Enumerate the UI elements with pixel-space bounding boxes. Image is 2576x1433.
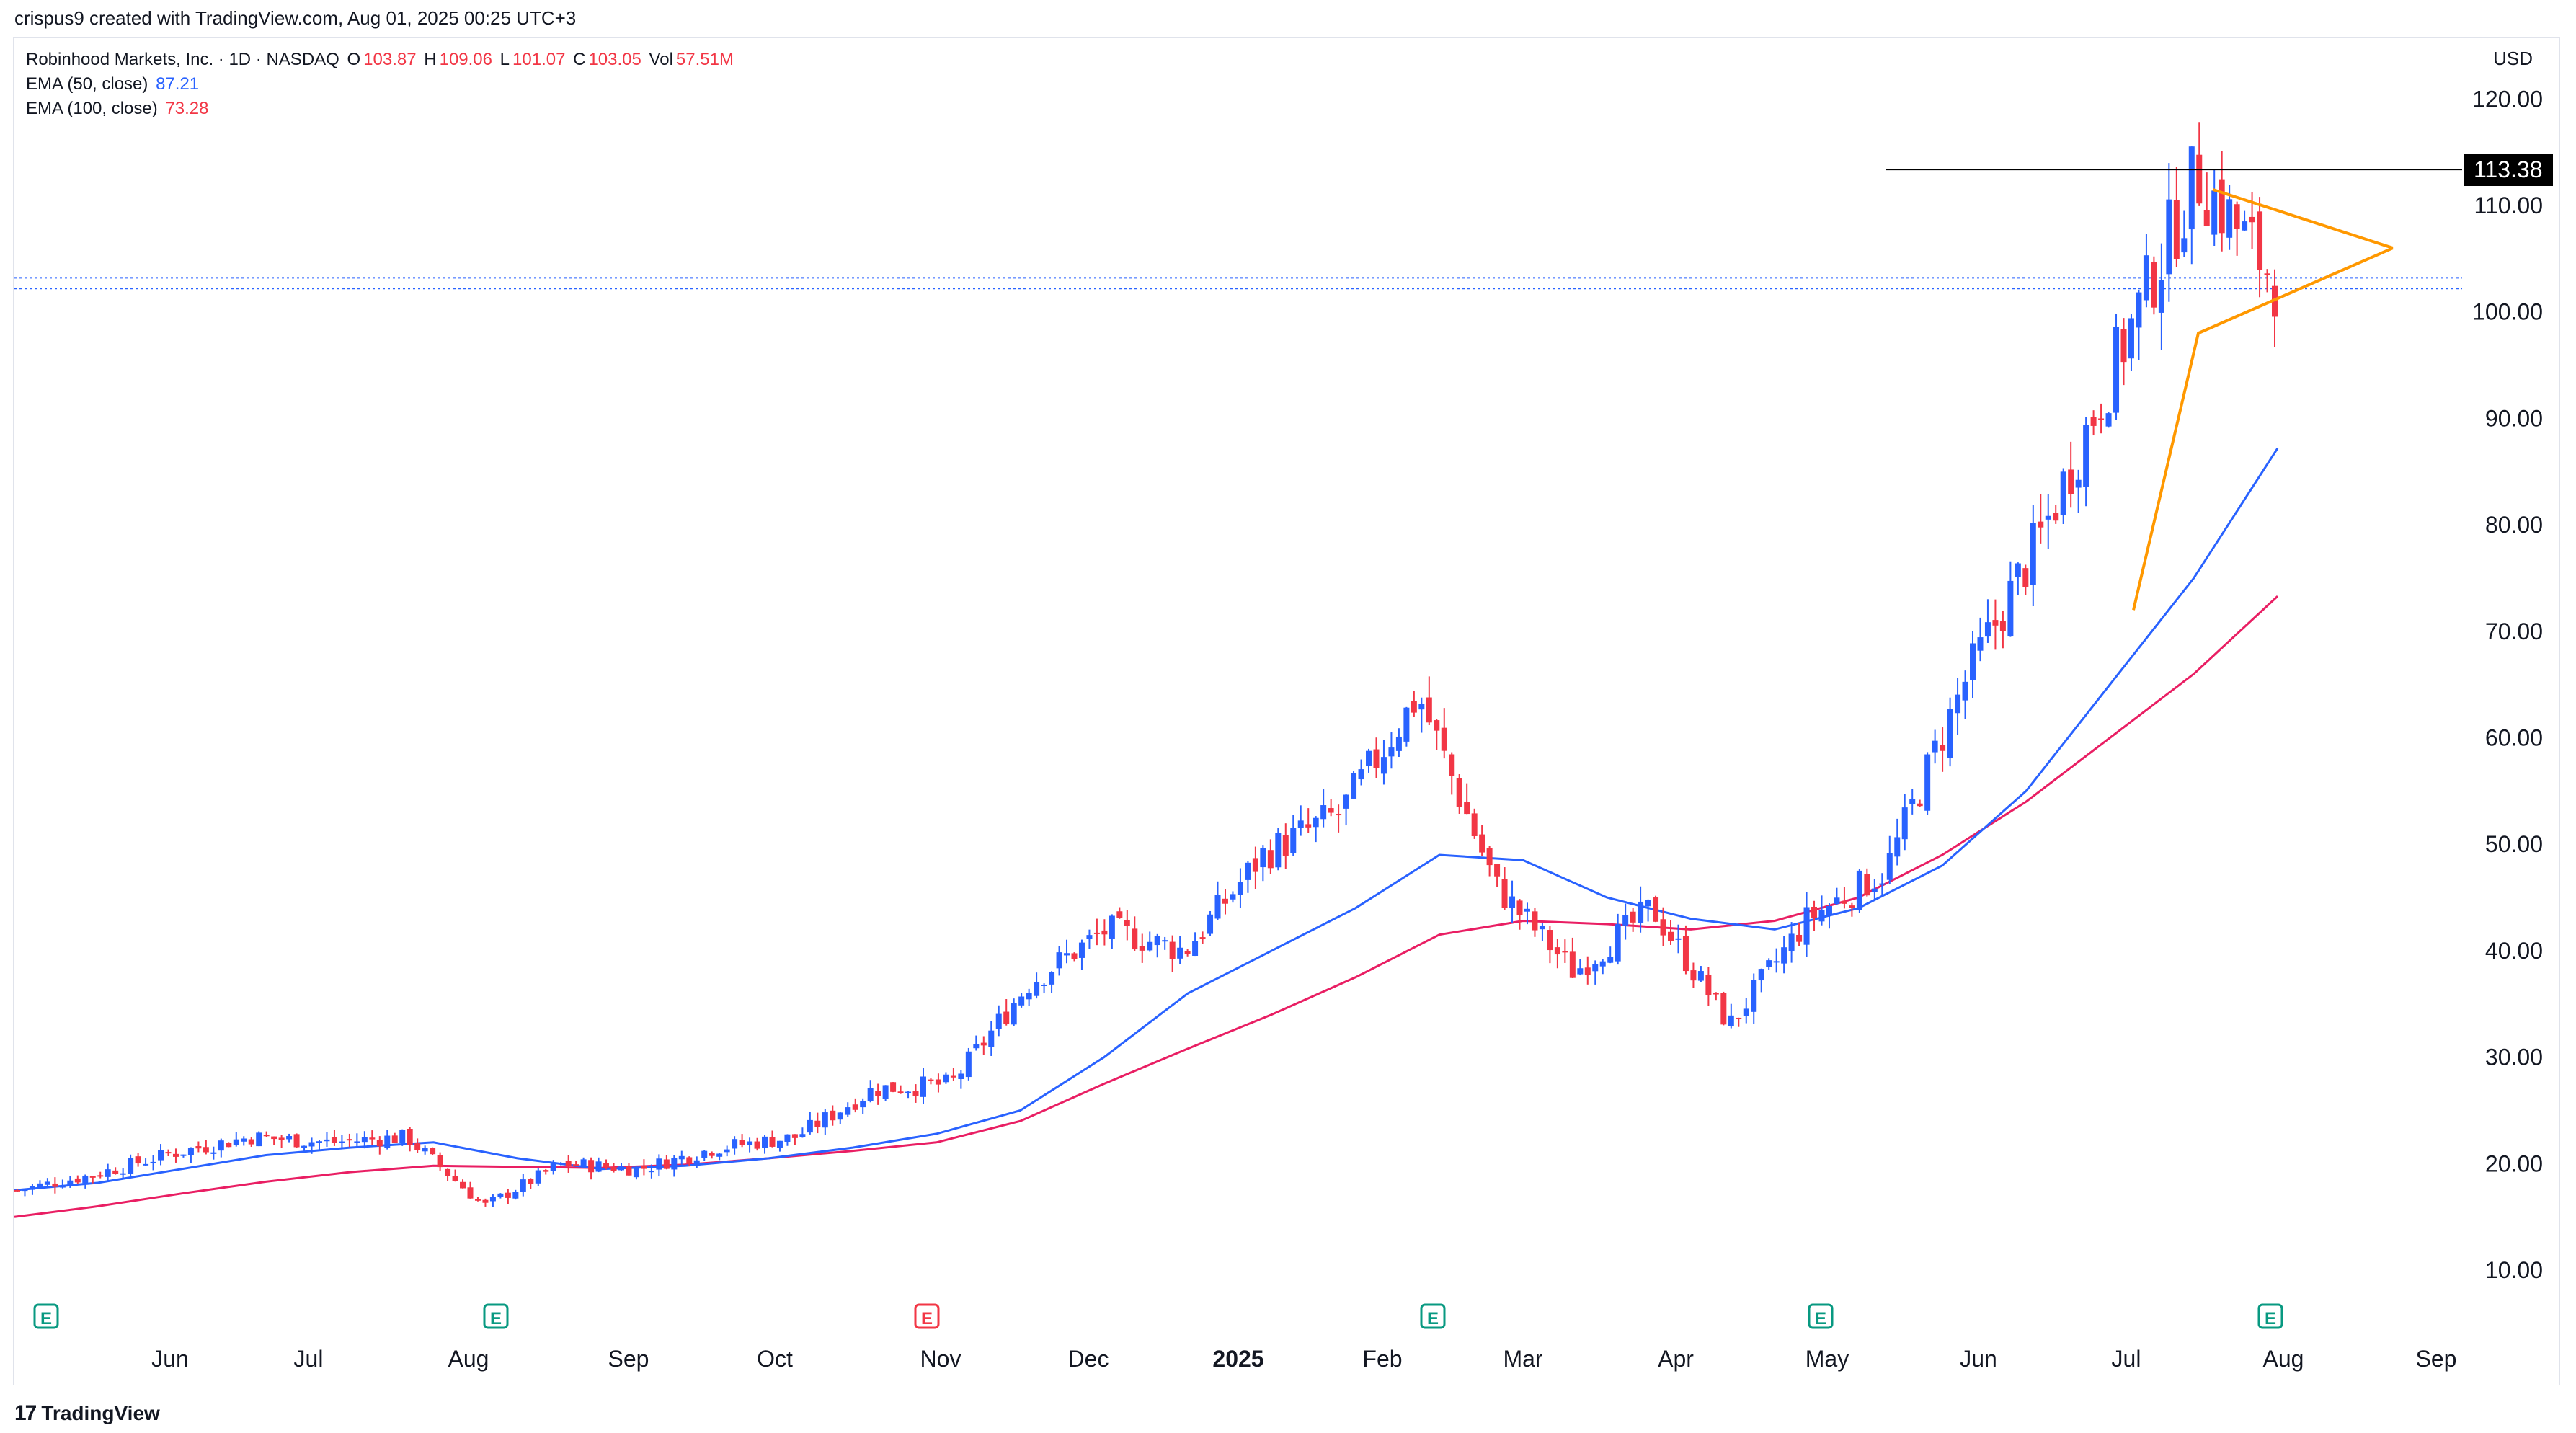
footer[interactable]: 17 TradingView (14, 1401, 160, 1426)
high-value: 109.06 (439, 50, 492, 69)
low-label: L (499, 50, 510, 69)
attribution: crispus9 created with TradingView.com, A… (14, 7, 577, 29)
volume-label: Vol (649, 50, 673, 69)
currency-label[interactable]: USD (2493, 48, 2533, 69)
low-value: 101.07 (512, 50, 566, 69)
ema50-label: EMA (50, close) (26, 74, 148, 94)
high-label: H (424, 50, 437, 69)
ema50-value: 87.21 (156, 74, 200, 94)
footer-brand: TradingView (41, 1402, 160, 1424)
chart-frame[interactable] (13, 37, 2560, 1385)
ema100-label: EMA (100, close) (26, 99, 158, 118)
close-label: C (573, 50, 586, 69)
ema100-value: 73.28 (165, 99, 209, 118)
tradingview-logo-icon: 17 (14, 1401, 37, 1425)
close-value: 103.05 (588, 50, 641, 69)
resistance-price-label: 113.38 (2464, 154, 2553, 187)
legend-ema50-row[interactable]: EMA (50, close) 87.21 (26, 72, 737, 97)
open-value: 103.87 (363, 50, 417, 69)
symbol-label[interactable]: Robinhood Markets, Inc. · 1D · NASDAQ (26, 50, 339, 69)
open-label: O (347, 50, 361, 69)
legend-ema100-row[interactable]: EMA (100, close) 73.28 (26, 97, 737, 121)
volume-value: 57.51M (675, 50, 734, 69)
